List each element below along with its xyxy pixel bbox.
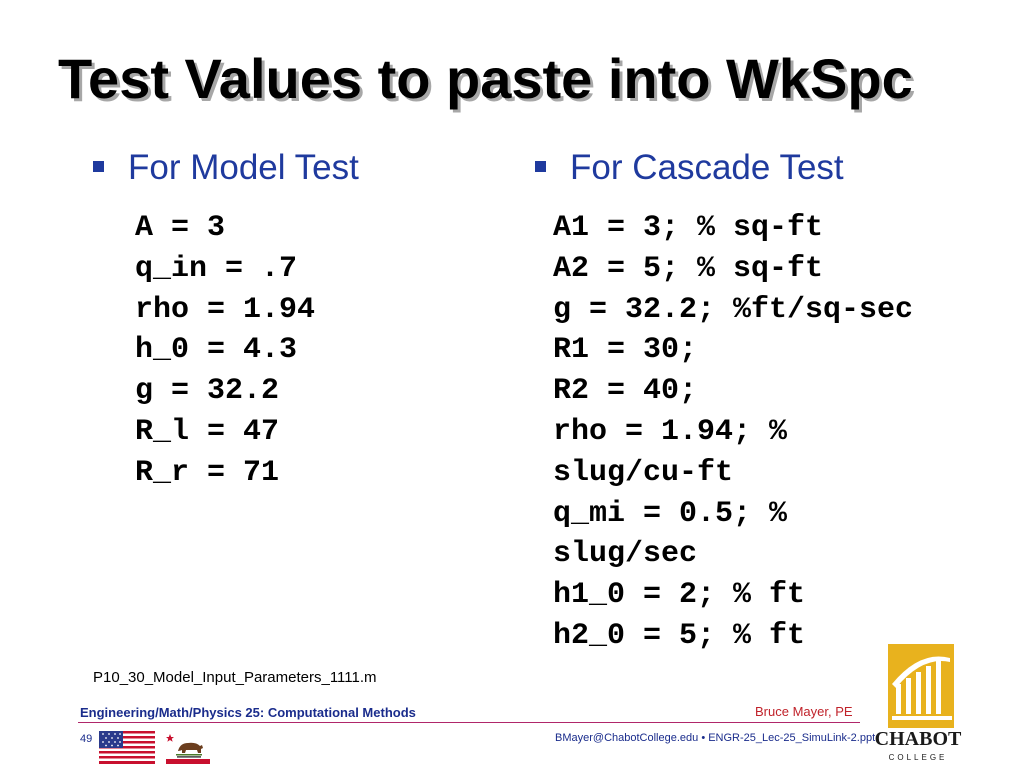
code-line: A = 3 [135,211,226,245]
code-line: h2_0 = 5; % ft [553,618,806,653]
svg-text:COLLEGE: COLLEGE [889,753,948,762]
code-line: R_r = 71 [135,455,280,490]
left-bullet-label: For Model Test [128,148,359,187]
author-footer: Bruce Mayer, PE [755,704,853,719]
code-line: q_mi = 0.5; % [553,496,788,531]
code-line: g = 32.2 [135,374,280,409]
filename-caption: P10_30_Model_Input_Parameters_1111.m [93,669,377,686]
bullet-square-icon [535,161,546,172]
code-line: h1_0 = 2; % ft [553,578,806,613]
bullet-square-icon [93,161,104,172]
code-line: rho = 1.94; % [553,414,788,449]
code-line: g = 32.2; %ft/sq-sec [553,292,914,327]
code-line: A2 = 5; % sq-ft [553,251,824,286]
file-name: • ENGR-25_Lec-25_SimuLink-2.ppt [701,732,876,744]
slide-title: Test Values to paste into WkSpc [58,47,913,110]
email-link[interactable]: BMayer@ChabotCollege.edu [555,732,699,744]
cascade-test-code: A1 = 3; % sq-ft A2 = 5; % sq-ft g = 32.2… [553,208,913,657]
code-line: q_in = .7 [135,251,298,286]
page-number: 49 [80,733,93,745]
chabot-college-logo: CHABOT COLLEGE [875,644,962,762]
code-line: R2 = 40; [553,374,698,409]
california-flag-icon [166,731,210,764]
us-flag-icon [99,731,155,764]
right-bullet-label: For Cascade Test [570,148,844,187]
code-line: rho = 1.94 [135,292,316,327]
svg-text:CHABOT: CHABOT [875,728,962,750]
code-line: slug/sec [553,537,698,572]
footer-divider [78,722,860,723]
code-line: R1 = 30; [553,333,698,368]
code-line: A1 = 3; % sq-ft [553,211,824,245]
model-test-code: A = 3 q_in = .7 rho = 1.94 h_0 = 4.3 g =… [135,208,315,494]
code-line: h_0 = 4.3 [135,333,298,368]
code-line: slug/cu-ft [553,455,734,490]
course-footer: Engineering/Math/Physics 25: Computation… [80,705,416,720]
code-line: R_l = 47 [135,414,280,449]
footer-contact: BMayer@ChabotCollege.edu • ENGR-25_Lec-2… [555,732,875,744]
